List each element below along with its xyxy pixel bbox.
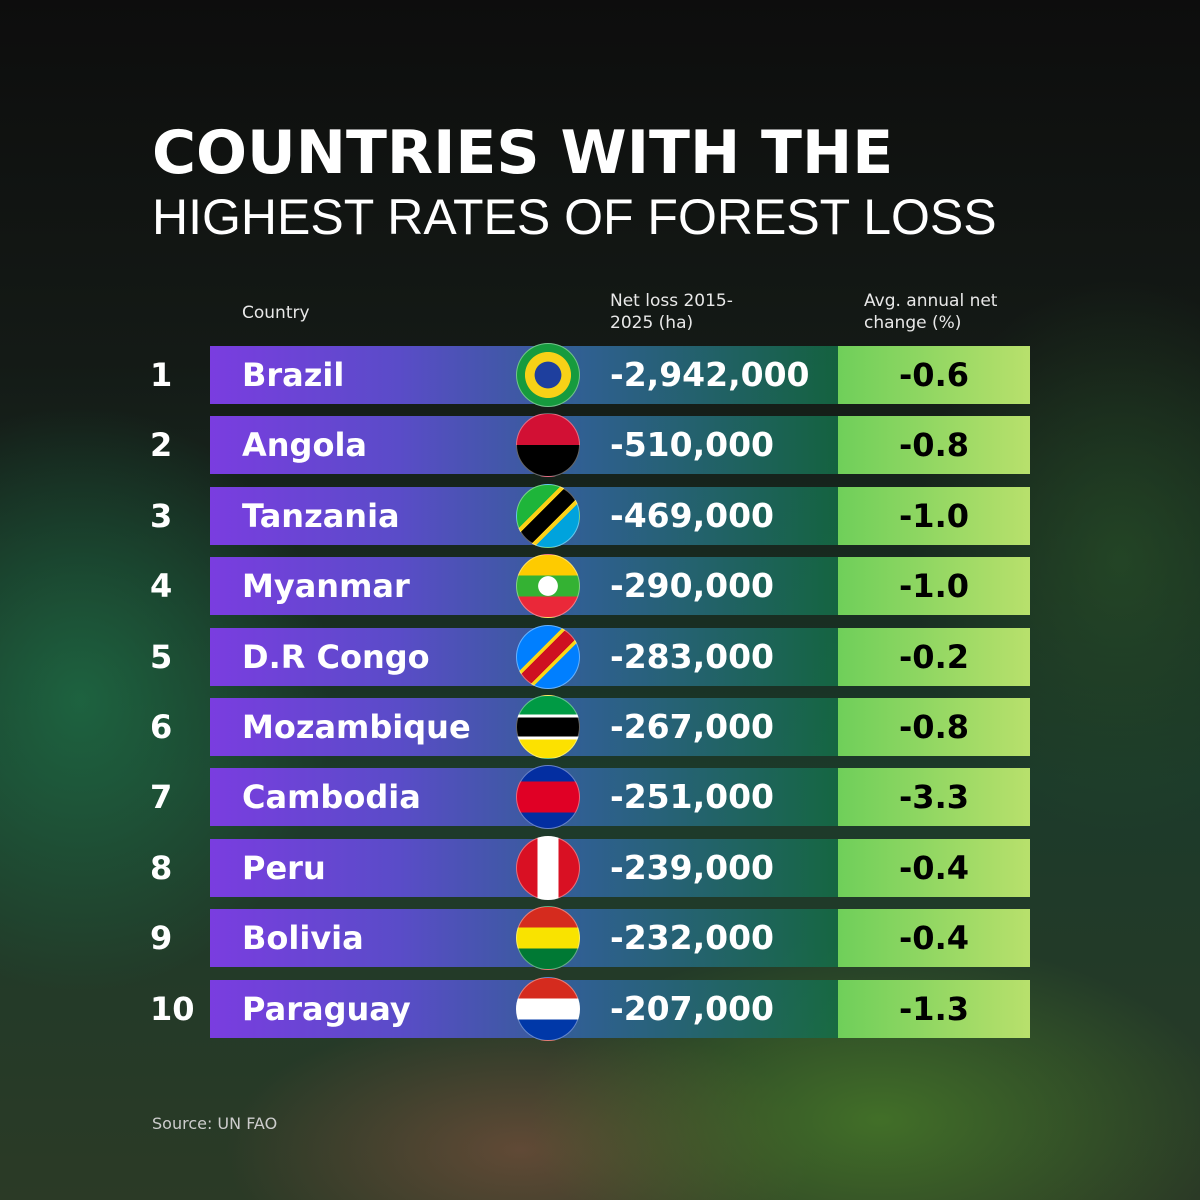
country-name: Cambodia	[242, 778, 421, 817]
annual-change: -0.8	[838, 698, 1030, 756]
country-name: D.R Congo	[242, 637, 430, 676]
flag-icon	[516, 695, 580, 759]
flag-icon	[516, 976, 580, 1041]
country-name: Mozambique	[242, 708, 471, 746]
net-loss: -290,000	[610, 566, 775, 606]
rank: 3	[150, 496, 173, 535]
annual-change: -0.4	[838, 909, 1030, 968]
net-loss: -283,000	[610, 636, 775, 676]
flag-icon	[516, 835, 580, 900]
rank: 1	[150, 356, 173, 394]
flag-icon	[516, 554, 580, 619]
country-name: Bolivia	[242, 919, 364, 958]
source: Source: UN FAO	[152, 1114, 278, 1133]
title-line2: HIGHEST RATES OF FOREST LOSS	[152, 189, 997, 245]
annual-change: -0.2	[838, 627, 1030, 686]
annual-change: -1.0	[838, 557, 1030, 616]
net-loss: -251,000	[610, 777, 775, 817]
country-name: Peru	[242, 848, 326, 887]
net-loss: -267,000	[610, 707, 775, 746]
country-name: Tanzania	[242, 496, 400, 535]
net-loss: -469,000	[610, 495, 775, 535]
flag-icon	[516, 624, 580, 689]
annual-change: -1.3	[838, 979, 1030, 1038]
net-loss: -510,000	[610, 425, 775, 465]
annual-change: -0.4	[838, 838, 1030, 897]
annual-change: -0.8	[838, 416, 1030, 475]
rank: 5	[150, 637, 173, 676]
net-loss: -239,000	[610, 847, 775, 887]
net-loss: -207,000	[610, 988, 775, 1028]
rank: 2	[150, 426, 173, 465]
flag-icon	[516, 343, 580, 407]
net-loss: -232,000	[610, 918, 775, 958]
annual-change: -3.3	[838, 768, 1030, 827]
flag-icon	[516, 906, 580, 971]
rank: 4	[150, 567, 173, 606]
country-name: Paraguay	[242, 989, 411, 1028]
column-header: Net loss 2015-2025 (ha)	[610, 291, 733, 333]
country-name: Myanmar	[242, 567, 410, 606]
rank: 8	[150, 848, 173, 887]
annual-change: -1.0	[838, 486, 1030, 545]
flag-icon	[516, 413, 580, 478]
country-name: Angola	[242, 426, 367, 465]
flag-icon	[516, 765, 580, 830]
country-name: Brazil	[242, 356, 345, 394]
rank: 10	[150, 989, 195, 1028]
rank: 6	[150, 708, 173, 746]
annual-change: -0.6	[838, 346, 1030, 404]
column-header: Country	[242, 303, 310, 323]
title-line1: COUNTRIES WITH THE	[152, 118, 894, 188]
rank: 7	[150, 778, 173, 817]
flag-icon	[516, 483, 580, 548]
rank: 9	[150, 919, 173, 958]
net-loss: -2,942,000	[610, 355, 810, 394]
column-header: Avg. annual net change (%)	[864, 291, 998, 333]
